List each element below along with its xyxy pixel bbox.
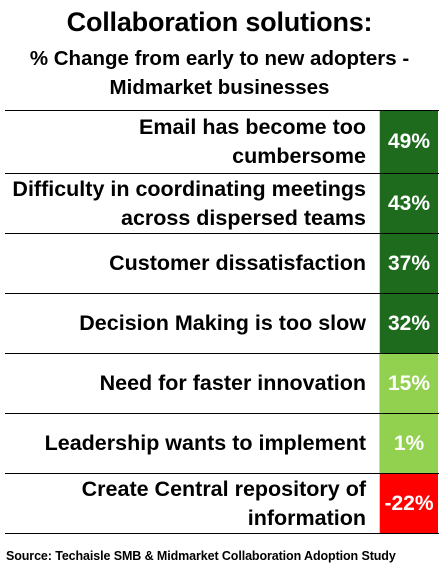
- value-cell: 43%: [379, 174, 438, 233]
- table-row: Leadership wants to implement 1%: [5, 414, 439, 474]
- row-label: Difficulty in coordinating meetings acro…: [12, 176, 366, 230]
- value-cell: -22%: [379, 474, 438, 533]
- chart-subtitle: % Change from early to new adopters - Mi…: [29, 47, 410, 99]
- table-row: Need for faster innovation 15%: [5, 354, 439, 414]
- source-note: Source: Techaisle SMB & Midmarket Collab…: [6, 549, 396, 563]
- value-cell: 1%: [379, 414, 438, 473]
- chart-title: Collaboration solutions:: [66, 7, 373, 37]
- value-cell: 37%: [379, 234, 438, 293]
- value-cell: 32%: [379, 294, 438, 353]
- value-cell: 15%: [379, 354, 438, 413]
- row-label: Email has become too cumbersome: [138, 115, 366, 168]
- table-row: Customer dissatisfaction 37%: [5, 234, 439, 294]
- value-cell: 49%: [379, 111, 438, 173]
- row-label: Need for faster innovation: [99, 371, 366, 395]
- row-label: Create Central repository of information: [81, 476, 366, 530]
- row-label: Leadership wants to implement: [44, 431, 366, 455]
- row-label: Customer dissatisfaction: [109, 251, 366, 275]
- table-row: Email has become too cumbersome 49%: [5, 111, 439, 174]
- row-label: Decision Making is too slow: [79, 311, 366, 335]
- data-table: Email has become too cumbersome 49% Diffic…: [5, 110, 439, 534]
- table-row: Create Central repository of information…: [5, 474, 439, 534]
- table-row: Difficulty in coordinating meetings acro…: [5, 174, 439, 234]
- table-row: Decision Making is too slow 32%: [5, 294, 439, 354]
